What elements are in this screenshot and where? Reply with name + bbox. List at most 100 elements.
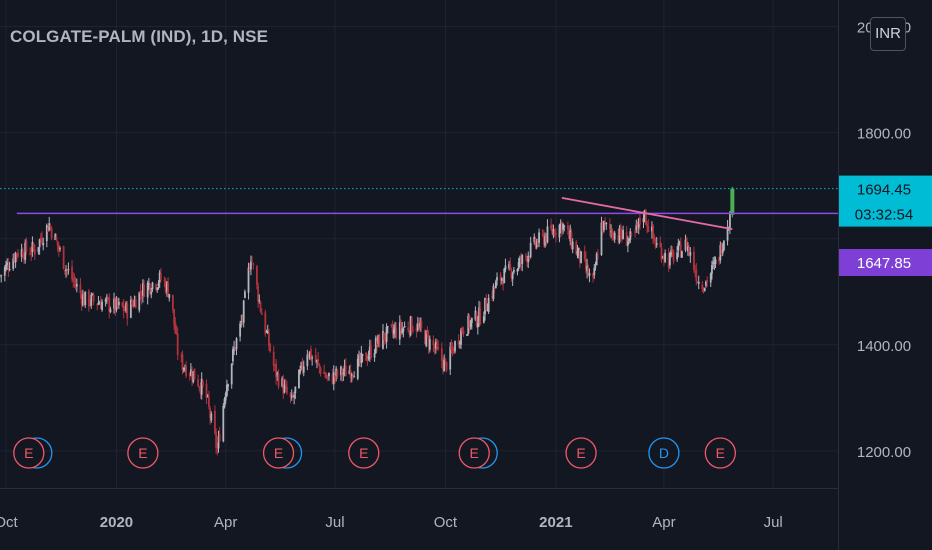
- candle-body: [90, 294, 93, 306]
- candle-body: [104, 299, 107, 302]
- candle-body: [451, 347, 454, 350]
- candle-body: [12, 258, 15, 269]
- candle-body: [510, 270, 513, 279]
- candle-body: [54, 234, 57, 240]
- candle-body: [703, 288, 706, 291]
- candle-body: [173, 309, 175, 324]
- candle-body: [452, 348, 455, 354]
- time-tick-label: Oct: [0, 514, 18, 531]
- candle-body: [258, 300, 261, 302]
- candle-body: [328, 372, 330, 377]
- candle-body: [468, 316, 471, 329]
- candle-body: [331, 374, 334, 384]
- candle-body: [602, 220, 605, 231]
- candle-body: [569, 230, 572, 242]
- candle-body: [552, 229, 555, 236]
- candle-body: [215, 432, 218, 448]
- candle-body: [319, 367, 322, 374]
- candle-body: [444, 358, 447, 361]
- candle-body: [122, 304, 125, 312]
- candle-body: [234, 347, 237, 351]
- candle-body: [244, 291, 246, 298]
- candle-body: [306, 354, 309, 367]
- candle-body: [428, 338, 431, 350]
- candle-body: [427, 335, 430, 348]
- candle-body: [290, 395, 293, 398]
- candle-body: [619, 226, 622, 237]
- candle-body: [48, 223, 51, 231]
- candle-body: [96, 303, 99, 305]
- candle-body: [595, 253, 598, 266]
- currency-button[interactable]: INR: [870, 17, 906, 51]
- candle-body: [151, 282, 154, 290]
- candle-body: [307, 356, 310, 358]
- candle-body: [580, 251, 582, 264]
- candle-body: [365, 352, 368, 361]
- candle-body: [575, 241, 578, 255]
- candle-body: [302, 366, 305, 373]
- candle-body: [200, 378, 203, 395]
- candle-body: [30, 252, 33, 254]
- candle-body: [265, 331, 268, 333]
- candle-body: [252, 263, 255, 265]
- resistance-label: 1647.85: [857, 255, 911, 272]
- candle-body: [529, 242, 532, 258]
- candle-body: [8, 269, 11, 271]
- candle-body: [17, 252, 19, 257]
- candle-body: [449, 346, 452, 370]
- candle-body: [664, 252, 667, 262]
- candle-body: [526, 257, 528, 263]
- event-marker-label: E: [359, 445, 368, 461]
- candle-body: [593, 268, 596, 276]
- candle-body: [13, 255, 16, 262]
- candle-body: [626, 241, 629, 246]
- last-price-tag: [839, 175, 932, 227]
- candle-body: [24, 242, 27, 260]
- candle-body: [702, 290, 705, 292]
- candle-body: [628, 238, 631, 242]
- candle-body: [73, 278, 76, 282]
- candle-body: [418, 325, 420, 327]
- candle-body: [256, 266, 258, 285]
- candle-body: [524, 255, 527, 257]
- candle-body: [496, 277, 498, 281]
- candle-body: [55, 236, 58, 241]
- candle-body: [257, 285, 260, 302]
- candle-body: [56, 240, 59, 247]
- candle-body: [87, 290, 90, 307]
- time-tick-label: Apr: [652, 514, 675, 531]
- candle-body: [478, 307, 480, 322]
- candle-body: [224, 393, 227, 401]
- candle-body: [275, 363, 278, 378]
- candle-body: [687, 246, 689, 252]
- candle-body: [368, 346, 371, 355]
- candle-body: [440, 348, 443, 362]
- candle-body: [484, 297, 486, 315]
- candle-body: [182, 367, 185, 370]
- candle-body: [612, 236, 615, 241]
- candle-body: [479, 307, 482, 325]
- candle-body: [370, 345, 372, 359]
- candle-body: [645, 210, 647, 225]
- candle-body: [29, 253, 31, 255]
- candle-body: [97, 302, 100, 305]
- candle-body: [325, 376, 328, 378]
- candle-body: [239, 323, 242, 337]
- time-tick-label: Apr: [214, 514, 237, 531]
- candle-body: [492, 285, 495, 300]
- candle-body: [437, 346, 440, 350]
- candle-body: [269, 344, 272, 352]
- candle-body: [659, 242, 662, 248]
- candle-body: [729, 212, 731, 230]
- candle-body: [83, 294, 85, 306]
- candle-body: [242, 300, 245, 323]
- candle-body: [701, 284, 704, 290]
- candle-body: [588, 273, 591, 276]
- candle-body: [583, 251, 586, 259]
- candle-body: [605, 222, 608, 225]
- candle-body: [554, 233, 557, 236]
- candle-body: [373, 352, 376, 358]
- candle-body: [205, 383, 208, 399]
- candle-body: [576, 250, 579, 256]
